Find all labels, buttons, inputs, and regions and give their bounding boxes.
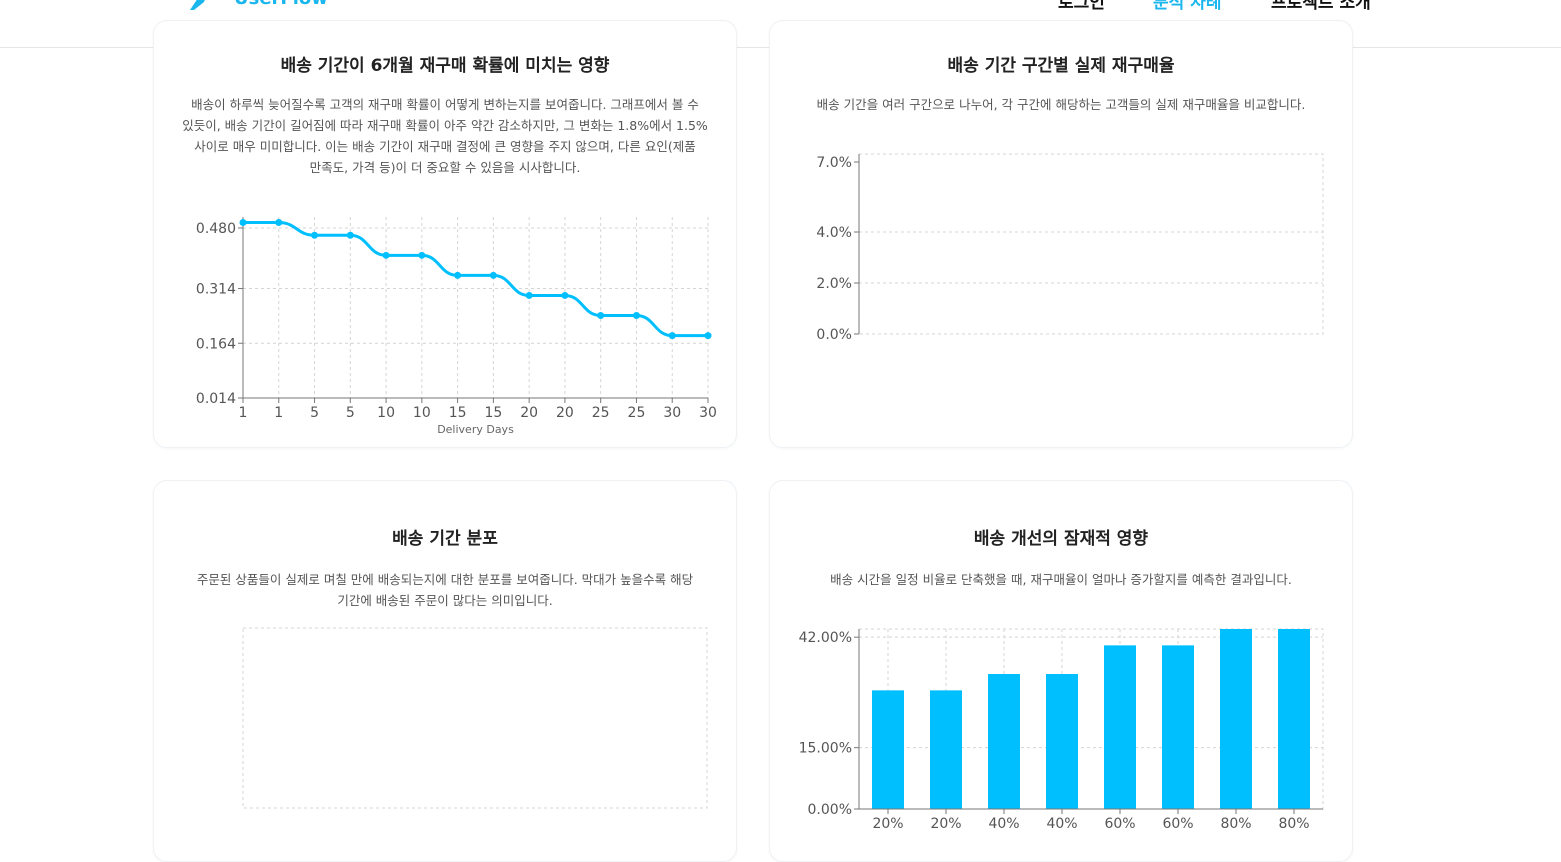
x-tick-label: 80% <box>1278 816 1309 832</box>
card-title: 배송 개선의 잠재적 영향 <box>973 529 1149 549</box>
x-tick-label: 20 <box>556 405 574 421</box>
data-point <box>382 251 390 259</box>
x-tick-label: 60% <box>1104 816 1135 832</box>
distribution-chart <box>242 627 708 809</box>
chart-card-delivery-distribution: 배송 기간 분포 주문된 상품들이 실제로 며칠 만에 배송되는지에 대한 분포… <box>153 480 737 862</box>
x-tick-label: 30 <box>663 405 681 421</box>
plot-frame <box>242 627 708 809</box>
y-tick-label: 15.00% <box>799 741 852 757</box>
data-point <box>454 271 462 279</box>
brand-name: UserFlow <box>234 0 328 9</box>
card-title: 배송 기간 분포 <box>392 529 498 549</box>
bar <box>1104 645 1136 809</box>
y-tick-label: 0.0% <box>816 327 852 343</box>
bar-chart: 42.00% 15.00% 0.00% 20% 20% 40% 40% 60% 60% 80% 80… <box>799 628 1324 832</box>
bar <box>1162 645 1194 809</box>
x-tick-label: 10 <box>377 405 395 421</box>
x-tick-label: 5 <box>346 405 355 421</box>
data-point <box>668 332 676 340</box>
rocket-icon <box>190 0 205 10</box>
card-title: 배송 기간 구간별 실제 재구매율 <box>947 56 1175 76</box>
y-tick-label: 0.314 <box>196 282 236 298</box>
card-description: 배송이 하루씩 늦어질수록 고객의 재구매 확률이 어떻게 변하는지를 보여줍니… <box>182 97 708 175</box>
y-tick-label: 7.0% <box>816 155 852 171</box>
card-description: 주문된 상품들이 실제로 며칠 만에 배송되는지에 대한 분포를 보여줍니다. … <box>196 572 694 608</box>
x-tick-label: 1 <box>239 405 248 421</box>
bar <box>1220 629 1252 809</box>
card-title: 배송 기간이 6개월 재구매 확률에 미치는 영향 <box>280 56 610 76</box>
y-tick-label: 4.0% <box>816 225 852 241</box>
plot-frame <box>858 153 1324 335</box>
x-tick-label: 80% <box>1220 816 1251 832</box>
x-tick-label: 10 <box>413 405 431 421</box>
y-tick-label: 0.480 <box>196 221 236 237</box>
y-tick-label: 2.0% <box>816 276 852 292</box>
x-tick-label: 20 <box>520 405 538 421</box>
data-point <box>632 312 640 320</box>
card-description: 배송 기간을 여러 구간으로 나누어, 각 구간에 해당하는 고객들의 실제 재… <box>816 97 1306 112</box>
x-axis-label: Delivery Days <box>437 423 514 436</box>
card-description: 배송 시간을 일정 비율로 단축했을 때, 재구매율이 얼마나 증가할지를 예측… <box>830 572 1292 587</box>
nav-case-studies[interactable]: 분석 사례 <box>1153 0 1222 13</box>
x-tick-label: 15 <box>484 405 502 421</box>
data-point <box>239 218 247 226</box>
chart-card-actual-repurchase-rate: 배송 기간 구간별 실제 재구매율 배송 기간을 여러 구간으로 나누어, 각 … <box>769 20 1353 448</box>
x-tick-label: 15 <box>449 405 467 421</box>
x-tick-label: 30 <box>699 405 717 421</box>
series-line <box>242 220 708 338</box>
y-tick-label: 42.00% <box>799 630 852 646</box>
plot-frame <box>858 628 1324 810</box>
x-tick-label: 20% <box>872 816 903 832</box>
data-point <box>311 231 319 239</box>
y-tick-label: 0.00% <box>808 802 852 818</box>
data-point <box>525 291 533 299</box>
x-tick-label: 40% <box>1046 816 1077 832</box>
y-tick-label: 0.164 <box>196 336 236 352</box>
x-tick-label: 40% <box>988 816 1019 832</box>
nav-login[interactable]: 로그인 <box>1058 0 1105 13</box>
data-point <box>597 312 605 320</box>
bar <box>930 690 962 809</box>
y-tick-label: 0.014 <box>196 391 236 407</box>
nav-project-intro[interactable]: 프로젝트 소개 <box>1271 0 1371 13</box>
x-tick-label: 25 <box>628 405 646 421</box>
x-tick-label: 25 <box>592 405 610 421</box>
data-point <box>561 291 569 299</box>
data-point <box>418 251 426 259</box>
x-tick-label: 1 <box>274 405 283 421</box>
chart-card-repurchase-probability: 배송 기간이 6개월 재구매 확률에 미치는 영향 배송이 하루씩 늦어질수록 … <box>153 20 737 448</box>
x-tick-label: 60% <box>1162 816 1193 832</box>
data-point <box>704 332 712 340</box>
bar <box>988 674 1020 809</box>
bar <box>1046 674 1078 809</box>
data-point <box>346 231 354 239</box>
x-tick-label: 5 <box>310 405 319 421</box>
data-point <box>275 218 283 226</box>
chart-card-improvement-impact: 배송 개선의 잠재적 영향 배송 시간을 일정 비율로 단축했을 때, 재구매율… <box>769 480 1353 862</box>
data-point <box>489 271 497 279</box>
bar <box>1278 629 1310 809</box>
x-tick-label: 20% <box>930 816 961 832</box>
bar <box>872 690 904 809</box>
bar-chart: 7.0% 4.0% 2.0% 0.0% <box>816 153 1324 343</box>
